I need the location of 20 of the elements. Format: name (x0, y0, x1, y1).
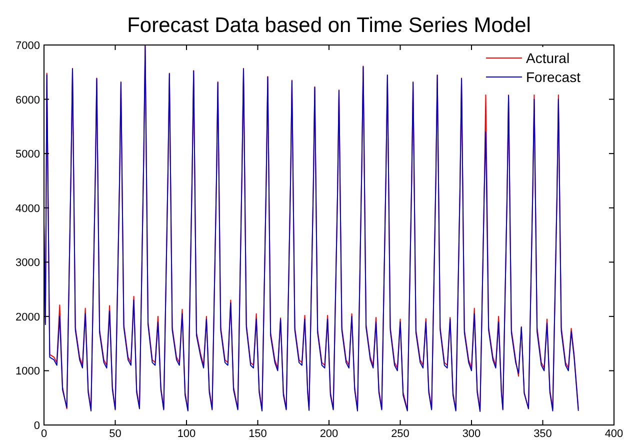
x-tick-label: 250 (391, 428, 410, 440)
y-tick-label: 7000 (16, 40, 40, 52)
y-tick-label: 5000 (16, 148, 40, 161)
x-tick-label: 350 (534, 428, 552, 440)
x-tick-label: 200 (320, 428, 338, 440)
x-tick-label: 100 (177, 428, 196, 440)
legend-label: Forecast (526, 69, 581, 85)
x-tick-label: 150 (248, 428, 267, 440)
x-tick-label: 0 (40, 428, 48, 440)
y-tick-label: 1000 (16, 366, 40, 378)
y-tick-label: 3000 (16, 257, 40, 270)
chart-title: Forecast Data based on Time Series Model (127, 14, 531, 37)
x-tick-label: 50 (109, 428, 122, 440)
y-tick-label: 2000 (16, 311, 40, 324)
y-tick-label: 4000 (16, 202, 40, 215)
y-tick-label: 0 (34, 420, 40, 432)
x-tick-label: 400 (604, 428, 624, 440)
x-tick-label: 300 (462, 428, 481, 440)
legend-label: Actural (526, 50, 570, 66)
y-tick-label: 6000 (16, 94, 40, 106)
